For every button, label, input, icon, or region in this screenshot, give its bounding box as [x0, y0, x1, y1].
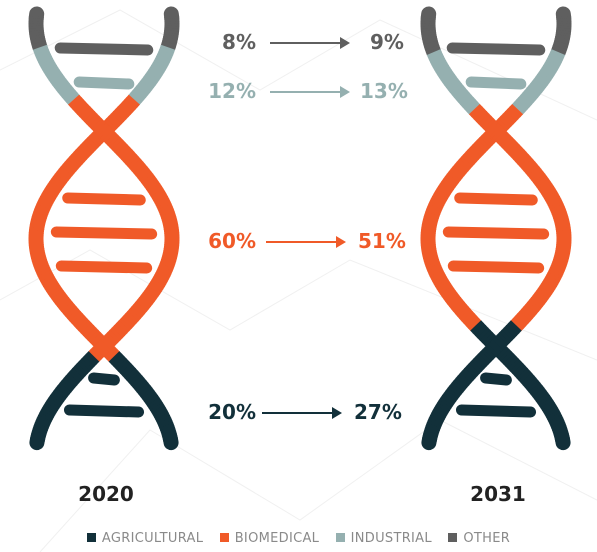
value-industrial-2031: 13%	[360, 79, 408, 103]
rung-2020-0	[54, 42, 154, 56]
strand-2031-a-seg-179	[555, 432, 571, 451]
rung-2020-4	[55, 260, 153, 274]
legend: AGRICULTURAL BIOMEDICAL INDUSTRIAL OTHER	[0, 531, 597, 546]
arrow-agricultural	[262, 407, 342, 419]
legend-item-agricultural: AGRICULTURAL	[86, 531, 204, 546]
arrow-industrial	[270, 86, 350, 98]
value-industrial-2020: 12%	[208, 79, 256, 103]
strand-2031-b-seg-179	[421, 432, 437, 451]
value-other-2020: 8%	[222, 30, 256, 54]
rung-2020-1	[73, 76, 135, 90]
legend-item-biomedical: BIOMEDICAL	[219, 531, 320, 546]
rung-2020-5	[88, 372, 120, 386]
rung-2031-5	[480, 372, 512, 386]
helix-2020	[28, 6, 180, 451]
legend-swatch-other	[448, 533, 458, 542]
legend-swatch-industrial	[335, 533, 345, 542]
rung-2031-1	[465, 76, 527, 90]
rung-2031-0	[446, 42, 546, 56]
rung-2020-3	[50, 226, 158, 240]
value-agricultural-2031: 27%	[354, 400, 402, 424]
value-biomedical-2020: 60%	[208, 229, 256, 253]
rung-2031-6	[455, 404, 537, 418]
legend-label-agricultural: AGRICULTURAL	[101, 531, 204, 546]
rung-2031-4	[447, 260, 545, 274]
legend-swatch-biomedical	[219, 533, 229, 542]
arrow-biomedical	[266, 236, 346, 248]
rung-2020-2	[62, 192, 146, 206]
legend-label-industrial: INDUSTRIAL	[350, 531, 432, 546]
strand-2020-a-seg-179	[163, 432, 179, 451]
legend-label-biomedical: BIOMEDICAL	[234, 531, 320, 546]
legend-swatch-agricultural	[86, 533, 96, 542]
legend-item-other: OTHER	[448, 531, 510, 546]
value-other-2031: 9%	[370, 30, 404, 54]
rung-2020-6	[63, 404, 145, 418]
legend-item-industrial: INDUSTRIAL	[335, 531, 432, 546]
value-agricultural-2020: 20%	[208, 400, 256, 424]
year-label-2020: 2020	[78, 482, 134, 506]
rung-2031-2	[454, 192, 538, 206]
legend-label-other: OTHER	[463, 531, 511, 546]
helix-2031	[420, 6, 572, 451]
arrow-other	[270, 37, 350, 49]
rung-2031-3	[442, 226, 550, 240]
value-biomedical-2031: 51%	[358, 229, 406, 253]
strand-2020-b-seg-179	[29, 432, 45, 451]
year-label-2031: 2031	[470, 482, 526, 506]
